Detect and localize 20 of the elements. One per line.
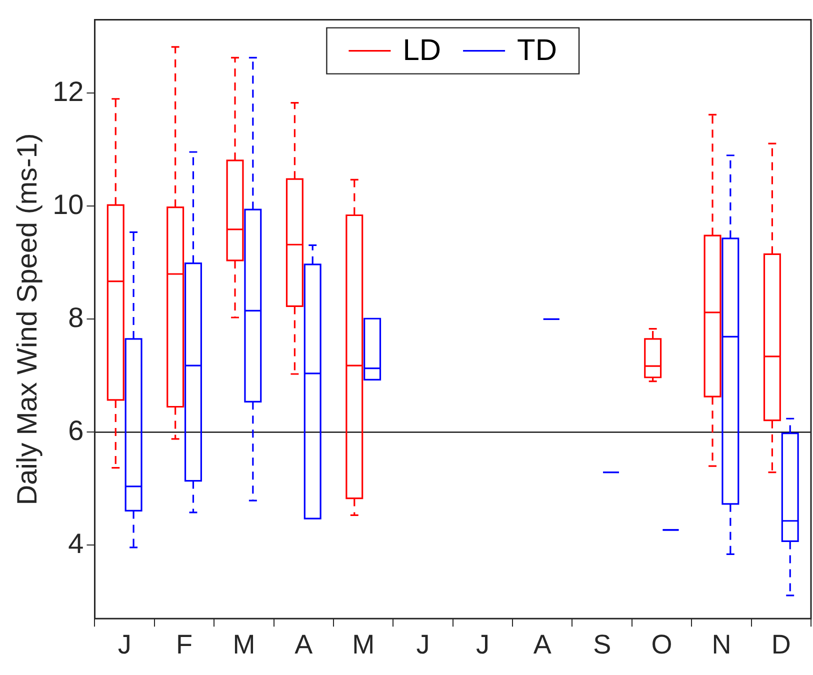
x-tick-label: S bbox=[593, 629, 612, 660]
x-tick-label: F bbox=[176, 629, 193, 660]
x-tick-label: J bbox=[118, 629, 132, 660]
x-tick-label: J bbox=[476, 629, 490, 660]
y-tick-label: 6 bbox=[68, 414, 84, 446]
y-tick-label: 10 bbox=[52, 188, 84, 220]
legend-label: LD bbox=[402, 34, 442, 68]
x-tick-label: J bbox=[416, 629, 430, 660]
x-tick-label: O bbox=[651, 629, 672, 660]
x-tick-label: A bbox=[533, 629, 552, 660]
x-tick-label: N bbox=[712, 629, 732, 660]
y-axis-title: Daily Max Wind Speed (ms-1) bbox=[12, 133, 43, 506]
y-tick-label: 4 bbox=[68, 528, 84, 559]
y-tick-label: 8 bbox=[68, 302, 84, 333]
x-tick-label: M bbox=[352, 629, 375, 660]
x-tick-label: D bbox=[771, 629, 791, 660]
legend-label: TD bbox=[517, 34, 558, 68]
x-tick-label: A bbox=[294, 629, 313, 660]
y-tick-label: 12 bbox=[52, 76, 84, 107]
x-tick-label: M bbox=[232, 629, 256, 660]
